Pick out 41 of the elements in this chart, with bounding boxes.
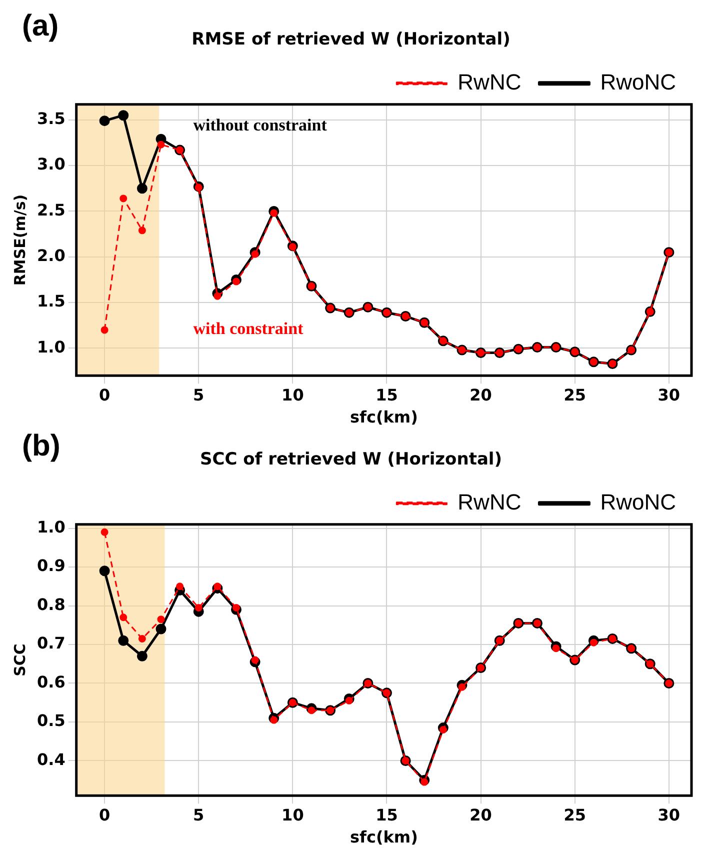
y-tick-label: 0.8 xyxy=(37,594,66,614)
y-tick-label: 2.0 xyxy=(37,246,66,266)
y-tick-label: 3.0 xyxy=(37,154,66,174)
x-tick-label: 15 xyxy=(376,385,398,404)
y-tick-label: 1.0 xyxy=(37,337,66,356)
text: (a) xyxy=(22,9,59,42)
x-tick-label: 10 xyxy=(282,805,304,824)
chart-title: SCC of retrieved W (Horizontal) xyxy=(200,450,502,470)
x-tick-label: 25 xyxy=(564,385,586,404)
y-tick-label: 0.6 xyxy=(37,672,66,692)
chart-title: RMSE of retrieved W (Horizontal) xyxy=(192,30,510,50)
y-tick-label: 3.5 xyxy=(37,109,66,128)
x-tick-label: 30 xyxy=(658,805,680,824)
x-tick-label: 25 xyxy=(564,805,586,824)
y-tick-label: 0.4 xyxy=(37,750,66,769)
x-axis-title: sfc(km) xyxy=(350,828,418,847)
x-tick-label: 0 xyxy=(98,805,110,824)
y-axis-title: SCC xyxy=(10,644,29,676)
annotation: without constraint xyxy=(193,115,328,134)
legend-label: RwNC xyxy=(458,69,522,94)
annotation: with constraint xyxy=(193,318,304,338)
x-tick-label: 0 xyxy=(98,385,110,404)
legend-label: RwNC xyxy=(458,489,522,514)
x-tick-label: 30 xyxy=(658,385,680,404)
x-tick-label: 5 xyxy=(193,385,204,404)
x-tick-label: 20 xyxy=(470,385,492,404)
y-tick-label: 0.5 xyxy=(37,711,66,730)
x-axis-title: sfc(km) xyxy=(350,408,418,427)
legend-label: RwoNC xyxy=(600,69,676,94)
y-axis-title: RMSE(m/s) xyxy=(10,194,29,286)
y-tick-label: 0.7 xyxy=(37,634,66,653)
y-tick-label: 1.0 xyxy=(37,517,66,536)
y-tick-label: 2.5 xyxy=(37,200,66,220)
y-tick-label: 0.9 xyxy=(37,556,66,576)
x-tick-label: 5 xyxy=(193,805,204,824)
x-tick-label: 15 xyxy=(376,805,398,824)
x-tick-label: 10 xyxy=(282,385,304,404)
y-tick-label: 1.5 xyxy=(37,292,66,311)
text: (b) xyxy=(22,429,60,462)
x-tick-label: 20 xyxy=(470,805,492,824)
legend-label: RwoNC xyxy=(600,489,676,514)
